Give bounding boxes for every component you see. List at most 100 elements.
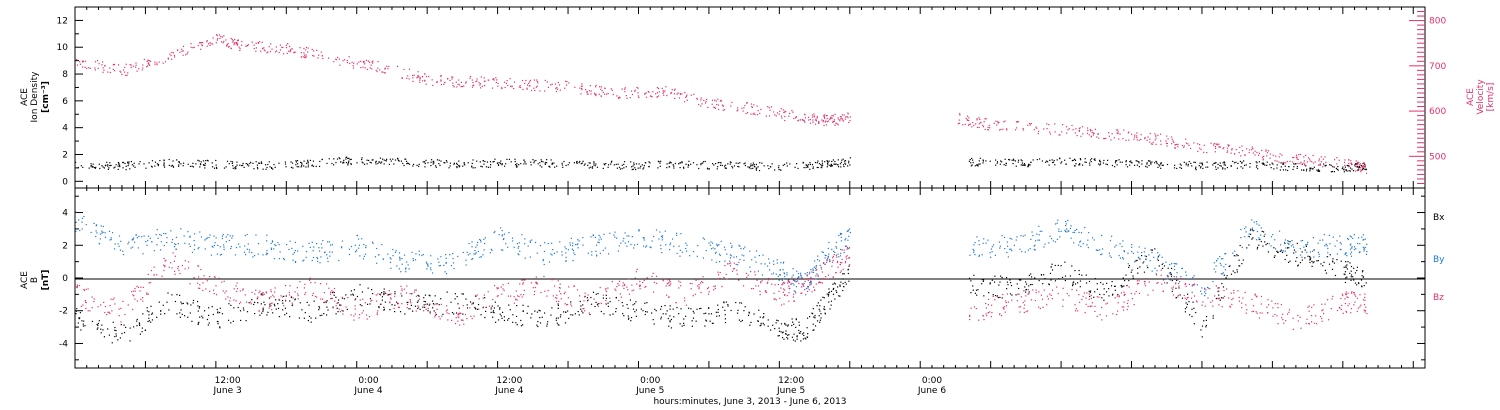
by-point [624, 232, 626, 234]
velocity-point [221, 36, 224, 38]
density-point [1160, 167, 1162, 169]
bx-point [150, 305, 152, 307]
density-point [1088, 162, 1091, 164]
density-point [234, 166, 236, 169]
bx-point [644, 313, 646, 316]
bx-point [499, 313, 501, 315]
bz-point [218, 277, 220, 279]
by-point [711, 259, 713, 261]
density-point [117, 165, 119, 167]
density-point [1233, 162, 1236, 164]
by-point [318, 247, 320, 249]
density-point [1343, 168, 1345, 170]
density-point [830, 163, 832, 165]
by-point [374, 256, 377, 258]
density-point [812, 166, 814, 168]
by-point [303, 259, 305, 261]
density-point [1090, 160, 1092, 163]
velocity-point [505, 82, 508, 85]
velocity-point [535, 86, 537, 88]
velocity-point [698, 103, 700, 106]
bz-point [132, 290, 135, 292]
by-point [982, 242, 984, 244]
velocity-point [626, 97, 628, 99]
bx-point [262, 294, 264, 296]
bx-point [833, 282, 836, 284]
velocity-point [1187, 143, 1189, 145]
bx-point [539, 322, 542, 324]
bx-point [423, 297, 425, 299]
by-point [278, 257, 281, 260]
by-point [1156, 270, 1158, 272]
density-point [82, 166, 84, 169]
density-point [1205, 166, 1207, 168]
velocity-point [809, 122, 812, 124]
bx-point [1350, 265, 1353, 268]
velocity-point [1130, 133, 1133, 135]
bx-point [632, 308, 635, 310]
bx-point [1354, 282, 1357, 284]
density-point [563, 160, 565, 163]
density-point [1129, 164, 1131, 166]
bz-point [76, 285, 79, 287]
bx-point [192, 299, 195, 302]
bx-point [83, 320, 85, 322]
velocity-point [1311, 161, 1313, 163]
velocity-point [129, 64, 131, 66]
bx-point [1147, 266, 1149, 269]
bx-point [1276, 250, 1278, 252]
density-point [751, 164, 753, 167]
bx-point [233, 307, 235, 309]
density-point [630, 161, 632, 163]
density-point [380, 162, 382, 164]
velocity-point [804, 121, 806, 123]
velocity-point [1210, 142, 1212, 144]
bx-point [331, 297, 333, 300]
density-point [548, 165, 550, 168]
velocity-point [696, 98, 698, 100]
velocity-point [230, 47, 232, 49]
density-point [397, 158, 399, 160]
bx-point [816, 305, 818, 307]
by-point [75, 230, 77, 233]
bx-point [736, 312, 739, 314]
density-point [706, 167, 709, 169]
by-point [658, 238, 660, 240]
by-point [252, 256, 254, 258]
velocity-point [797, 120, 799, 122]
density-point [1089, 164, 1091, 166]
bx-point [595, 293, 597, 295]
by-point [1030, 238, 1032, 241]
bx-point [103, 336, 106, 338]
density-point [1358, 165, 1361, 168]
velocity-point [465, 81, 467, 83]
density-point [1214, 162, 1216, 164]
velocity-point [317, 57, 319, 59]
density-point [826, 160, 828, 162]
bx-point [1304, 249, 1306, 251]
by-point [761, 274, 764, 276]
by-point [1066, 231, 1068, 233]
by-point [1328, 234, 1331, 237]
by-point [114, 248, 116, 250]
by-point [846, 230, 848, 232]
velocity-point [566, 81, 568, 83]
bx-point [615, 311, 617, 313]
density-point [182, 165, 184, 167]
bz-point [89, 310, 91, 312]
by-point [465, 259, 467, 261]
velocity-point [406, 77, 408, 79]
density-point [1316, 169, 1318, 171]
bx-point [972, 289, 974, 291]
density-point [1074, 159, 1077, 161]
by-point [469, 253, 471, 255]
bx-point [989, 283, 991, 285]
density-point [525, 163, 527, 165]
density-point [290, 166, 293, 169]
by-point [719, 254, 721, 256]
velocity-point [775, 115, 777, 117]
bx-point [1139, 266, 1141, 268]
velocity-point [223, 35, 225, 37]
velocity-point [1362, 165, 1364, 168]
velocity-point [1269, 153, 1271, 155]
